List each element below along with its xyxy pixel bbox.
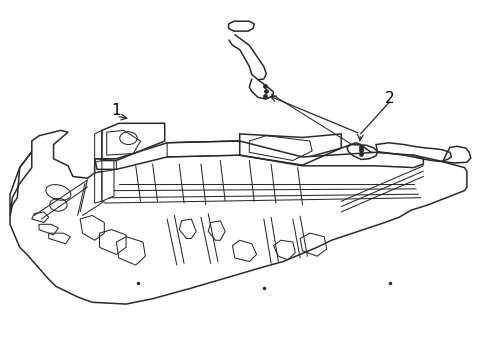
Polygon shape: [10, 130, 466, 304]
Text: 1: 1: [111, 103, 121, 118]
Polygon shape: [95, 141, 423, 169]
Text: 2: 2: [384, 91, 393, 106]
